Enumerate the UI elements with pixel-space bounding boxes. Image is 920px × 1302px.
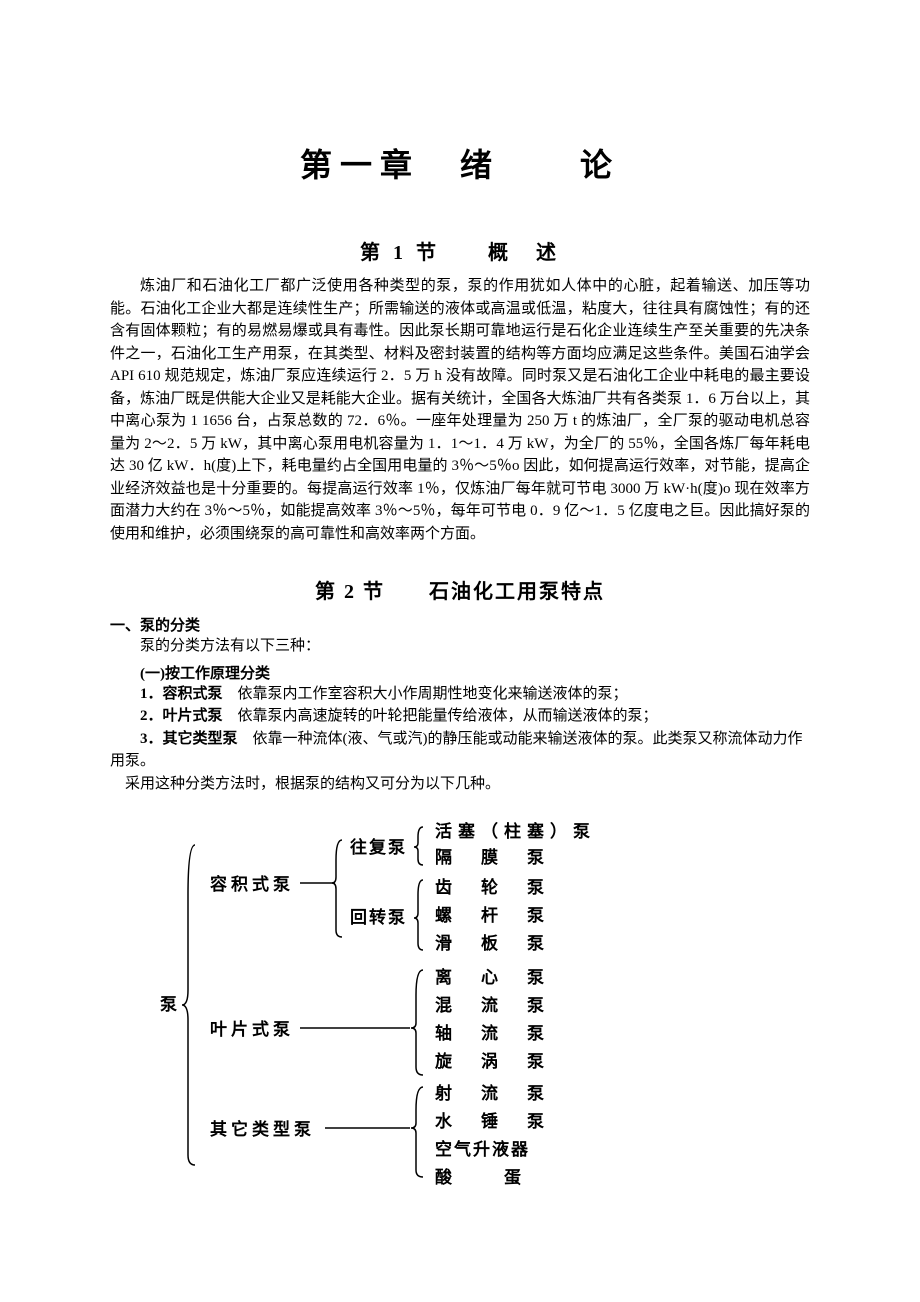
chapter-title: 第一章 绪 论 [110,140,810,186]
leaf: 混 流 泵 [435,995,550,1015]
list-item-3-label: 3．其它类型泵 [140,731,238,747]
tree-root: 泵 [160,995,181,1014]
classification-tree: 泵 容积式泵 叶片式泵 其它类型泵 往复泵 回转泵 活塞（柱塞）泵 隔 膜 泵 … [160,815,810,1200]
list-item-1: 1．容积式泵 依靠泵内工作室容积大小作周期性地变化来输送液体的泵； [110,683,810,706]
leaf: 齿 轮 泵 [435,877,550,897]
leaf: 旋 涡 泵 [434,1051,550,1071]
leaf: 酸 蛋 [435,1167,527,1187]
list-item-3: 3．其它类型泵 依靠一种流体(液、气或汽)的静压能或动能来输送液体的泵。此类泵又… [110,728,810,773]
subsubsection-heading: (一)按工作原理分类 [110,662,810,683]
list-item-1-label: 1．容积式泵 [140,686,223,702]
sub-branch-2: 回转泵 [350,907,407,927]
leaf: 隔 膜 泵 [435,847,550,867]
subsection-intro: 泵的分类方法有以下三种： [110,635,810,658]
leaf: 螺 杆 泵 [435,906,550,925]
root-brace [182,845,195,1165]
branch-3: 其它类型泵 [210,1119,315,1139]
leaf: 离 心 泵 [435,967,550,987]
subbrace-1 [414,827,423,865]
branch-1-brace [332,840,342,937]
section-1-title: 第 1 节 概 述 [110,236,810,265]
branch-2: 叶片式泵 [210,1019,294,1039]
branch-1: 容积式泵 [210,874,294,894]
list-item-2: 2．叶片式泵 依靠泵内高速旋转的叶轮把能量传给液体，从而输送液体的泵； [110,705,810,728]
leaf: 射 流 泵 [434,1083,550,1103]
branch-3-brace [411,1087,423,1177]
list-item-2-desc: 依靠泵内高速旋转的叶轮把能量传给液体，从而输送液体的泵； [223,708,658,724]
list-item-1-desc: 依靠泵内工作室容积大小作周期性地变化来输送液体的泵； [223,686,628,702]
sub-branch-1: 往复泵 [350,837,407,857]
subsection-heading: 一、泵的分类 [110,614,810,635]
section-2-title: 第 2 节 石油化工用泵特点 [110,575,810,604]
branch-2-brace [411,970,423,1075]
tree-svg: 泵 容积式泵 叶片式泵 其它类型泵 往复泵 回转泵 活塞（柱塞）泵 隔 膜 泵 … [160,815,760,1195]
leaf: 轴 流 泵 [435,1023,550,1043]
leaf: 活塞（柱塞）泵 [435,821,596,841]
subbrace-2 [414,880,423,950]
leaf: 滑 板 泵 [435,933,550,953]
classification-note: 采用这种分类方法时，根据泵的结构又可分为以下几种。 [110,773,810,796]
list-item-2-label: 2．叶片式泵 [140,708,223,724]
leaf: 水 锤 泵 [435,1111,550,1131]
leaf: 空气升液器 [435,1139,530,1159]
section-1-paragraph: 炼油厂和石油化工厂都广泛使用各种类型的泵，泵的作用犹如人体中的心脏，起着输送、加… [110,275,810,545]
